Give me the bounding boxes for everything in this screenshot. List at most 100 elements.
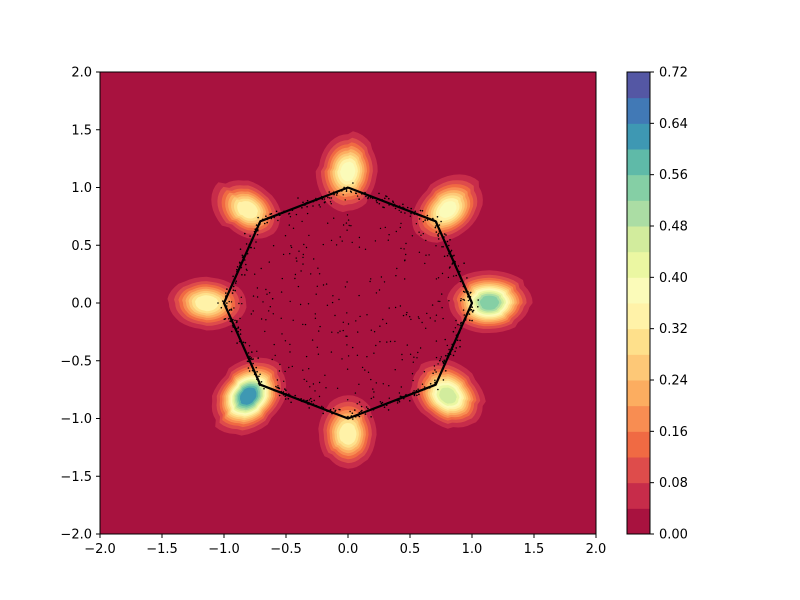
sample-point-406 <box>328 191 331 193</box>
sample-point-210 <box>401 395 403 398</box>
sample-point-369 <box>232 280 235 282</box>
sample-point-305 <box>234 319 236 322</box>
colorbar-tick-label: 0.40 <box>659 271 688 286</box>
sample-point-413 <box>343 186 345 189</box>
sample-point-727 <box>268 261 270 263</box>
sample-point-488 <box>370 378 372 381</box>
sample-point-378 <box>250 246 252 249</box>
sample-point-380 <box>236 266 239 268</box>
sample-point-248 <box>260 384 262 386</box>
sample-point-531 <box>230 308 232 310</box>
sample-point-430 <box>278 213 280 215</box>
sample-point-310 <box>232 324 234 327</box>
sample-point-275 <box>251 358 253 361</box>
sample-point-379 <box>253 230 256 233</box>
sample-point-342 <box>235 280 237 283</box>
sample-point-651 <box>437 234 439 236</box>
sample-point-658 <box>439 358 442 360</box>
sample-point-587 <box>294 277 296 280</box>
sample-point-447 <box>284 370 286 373</box>
sample-point-95 <box>460 277 463 280</box>
sample-point-205 <box>423 388 426 391</box>
colorbar-tick-label: 0.32 <box>659 322 688 337</box>
sample-point-497 <box>418 317 420 320</box>
sample-point-60 <box>449 239 451 241</box>
colorbar-band-0 <box>627 508 650 535</box>
sample-point-455 <box>303 243 305 246</box>
sample-point-356 <box>240 262 242 264</box>
sample-point-117 <box>442 367 445 370</box>
octagon-path <box>222 186 474 420</box>
sample-point-301 <box>228 309 231 312</box>
sample-point-365 <box>225 295 227 297</box>
octagon-line <box>222 186 474 420</box>
sample-point-637 <box>441 272 444 275</box>
sample-point-126 <box>451 343 454 346</box>
sample-point-92 <box>451 263 454 265</box>
sample-point-422 <box>321 195 323 198</box>
sample-point-24 <box>371 197 374 200</box>
sample-point-411 <box>343 188 345 190</box>
sample-point-312 <box>256 370 258 373</box>
sample-point-493 <box>373 391 375 393</box>
sample-point-608 <box>339 236 341 238</box>
sample-point-375 <box>254 228 257 231</box>
sample-point-217 <box>434 382 436 384</box>
sample-point-160 <box>471 306 474 309</box>
sample-point-104 <box>453 260 455 262</box>
sample-point-199 <box>412 391 414 394</box>
sample-point-681 <box>364 248 367 250</box>
sample-point-290 <box>248 370 251 372</box>
sample-point-30 <box>383 206 385 209</box>
sample-point-343 <box>241 256 244 259</box>
sample-point-598 <box>415 223 418 225</box>
sample-point-580 <box>319 325 321 328</box>
sample-point-202 <box>357 414 359 417</box>
sample-point-28 <box>403 207 405 210</box>
colorbar-band-11 <box>627 226 650 253</box>
sample-point-569 <box>355 320 357 322</box>
sample-point-399 <box>345 190 348 192</box>
sample-point-340 <box>234 282 237 284</box>
sample-point-453 <box>388 397 390 399</box>
sample-point-237 <box>284 388 286 390</box>
sample-point-387 <box>275 210 278 213</box>
colorbar-tick-label: 0.56 <box>659 168 688 183</box>
sample-point-502 <box>318 273 321 275</box>
sample-point-197 <box>389 401 392 404</box>
sample-point-510 <box>406 311 408 314</box>
sample-point-22 <box>378 202 381 205</box>
sample-point-744 <box>326 304 329 306</box>
sample-point-255 <box>331 412 333 415</box>
sample-point-409 <box>323 201 326 204</box>
sample-point-565 <box>260 267 262 270</box>
sample-point-36 <box>393 203 396 206</box>
sample-point-240 <box>284 398 287 400</box>
sample-point-428 <box>330 193 333 195</box>
sample-point-699 <box>241 303 243 305</box>
sample-point-129 <box>434 369 436 371</box>
sample-point-738 <box>346 335 348 337</box>
sample-point-74 <box>450 249 453 252</box>
sample-point-155 <box>460 327 463 330</box>
sample-point-159 <box>455 334 458 337</box>
sample-point-327 <box>237 327 240 329</box>
sample-point-80 <box>460 280 463 282</box>
sample-point-517 <box>322 284 325 286</box>
sample-point-619 <box>272 313 274 315</box>
sample-point-563 <box>370 329 372 331</box>
sample-point-276 <box>239 333 242 335</box>
sample-point-434 <box>279 214 281 216</box>
sample-point-16 <box>361 193 363 195</box>
sample-point-366 <box>244 259 246 261</box>
sample-point-49 <box>374 197 376 199</box>
sample-point-710 <box>347 219 350 221</box>
sample-point-516 <box>373 352 375 354</box>
sample-point-652 <box>277 219 279 222</box>
sample-point-96 <box>467 293 470 296</box>
sample-point-1 <box>391 203 393 206</box>
sample-point-504 <box>307 303 310 305</box>
sample-point-674 <box>338 298 340 301</box>
sample-point-257 <box>334 409 337 412</box>
